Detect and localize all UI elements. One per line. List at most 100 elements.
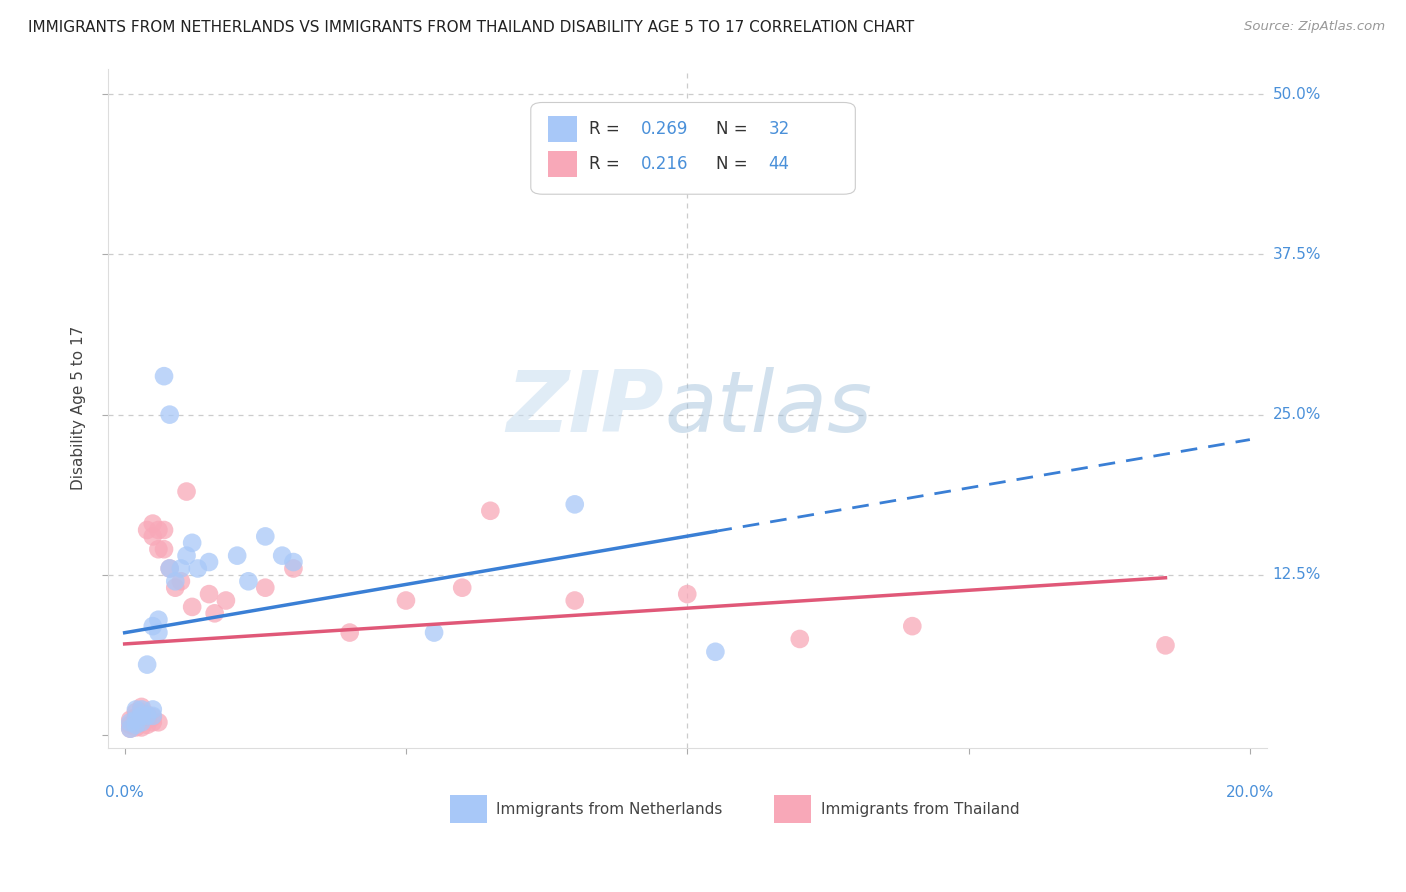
Point (423, 625, 446, 640)
Point (125, 713, 148, 727)
Point (136, 707, 159, 722)
Text: 25.0%: 25.0% (1272, 407, 1320, 422)
Point (142, 709, 165, 723)
Point (187, 561, 209, 575)
Point (148, 613, 170, 627)
Point (131, 699, 153, 714)
Text: Source: ZipAtlas.com: Source: ZipAtlas.com (1244, 20, 1385, 33)
Point (120, 718, 142, 732)
Point (125, 720, 148, 734)
Point (283, 555, 305, 569)
Text: R =: R = (589, 120, 624, 138)
Point (153, 542, 176, 557)
Point (142, 529, 165, 543)
Point (131, 715, 153, 730)
FancyBboxPatch shape (531, 103, 855, 194)
Point (238, 574, 260, 589)
Y-axis label: Disability Age 5 to 17: Disability Age 5 to 17 (72, 326, 86, 491)
Point (125, 710, 148, 724)
Point (131, 702, 153, 716)
Point (176, 484, 198, 499)
Point (125, 702, 148, 716)
Point (136, 713, 159, 727)
Point (451, 581, 474, 595)
Point (159, 561, 181, 575)
Point (131, 710, 153, 724)
Point (564, 593, 586, 607)
FancyBboxPatch shape (450, 796, 486, 822)
Point (676, 587, 699, 601)
Point (901, 619, 924, 633)
Point (142, 516, 165, 531)
Point (789, 632, 811, 646)
Text: N =: N = (716, 120, 754, 138)
Point (136, 718, 159, 732)
Point (204, 607, 226, 621)
Point (142, 715, 165, 730)
FancyBboxPatch shape (548, 116, 576, 142)
Point (142, 710, 165, 724)
Point (120, 722, 142, 736)
Point (198, 587, 221, 601)
Point (254, 581, 277, 595)
Text: Immigrants from Thailand: Immigrants from Thailand (821, 802, 1019, 816)
Point (479, 504, 502, 518)
Point (1154, 639, 1177, 653)
Text: 32: 32 (769, 120, 790, 138)
Point (136, 523, 159, 537)
Point (159, 561, 181, 575)
Text: 44: 44 (769, 155, 789, 173)
Point (704, 645, 727, 659)
Point (131, 720, 153, 734)
Point (125, 715, 148, 730)
Point (125, 718, 148, 732)
Point (131, 715, 153, 730)
Point (153, 523, 176, 537)
Point (125, 705, 148, 719)
Point (170, 561, 193, 575)
Point (120, 722, 142, 736)
Point (176, 549, 198, 563)
Point (283, 561, 305, 575)
Point (181, 536, 204, 550)
FancyBboxPatch shape (548, 152, 576, 178)
Point (564, 497, 586, 511)
Point (226, 549, 249, 563)
FancyBboxPatch shape (775, 796, 811, 822)
Point (142, 619, 165, 633)
Point (395, 593, 418, 607)
Point (198, 555, 221, 569)
Text: ZIP: ZIP (506, 367, 664, 450)
Text: 50.0%: 50.0% (1272, 87, 1320, 102)
Point (120, 713, 142, 727)
Text: 37.5%: 37.5% (1272, 247, 1322, 262)
Point (148, 523, 170, 537)
Point (165, 574, 187, 589)
Text: 0.0%: 0.0% (105, 785, 143, 800)
Text: 12.5%: 12.5% (1272, 567, 1320, 582)
Text: atlas: atlas (664, 367, 872, 450)
Point (142, 702, 165, 716)
Point (181, 599, 204, 614)
Point (131, 709, 153, 723)
Point (271, 549, 294, 563)
Text: R =: R = (589, 155, 624, 173)
Point (215, 593, 238, 607)
Point (148, 625, 170, 640)
Point (159, 408, 181, 422)
Text: 0.269: 0.269 (641, 120, 689, 138)
Point (254, 529, 277, 543)
Point (148, 542, 170, 557)
Point (165, 581, 187, 595)
Text: N =: N = (716, 155, 754, 173)
Point (131, 705, 153, 719)
Text: 20.0%: 20.0% (1226, 785, 1274, 800)
Text: Immigrants from Netherlands: Immigrants from Netherlands (496, 802, 723, 816)
Text: IMMIGRANTS FROM NETHERLANDS VS IMMIGRANTS FROM THAILAND DISABILITY AGE 5 TO 17 C: IMMIGRANTS FROM NETHERLANDS VS IMMIGRANT… (28, 20, 914, 35)
Point (136, 709, 159, 723)
Point (120, 715, 142, 730)
Point (339, 625, 361, 640)
Point (170, 574, 193, 589)
Point (136, 657, 159, 672)
Point (153, 369, 176, 384)
